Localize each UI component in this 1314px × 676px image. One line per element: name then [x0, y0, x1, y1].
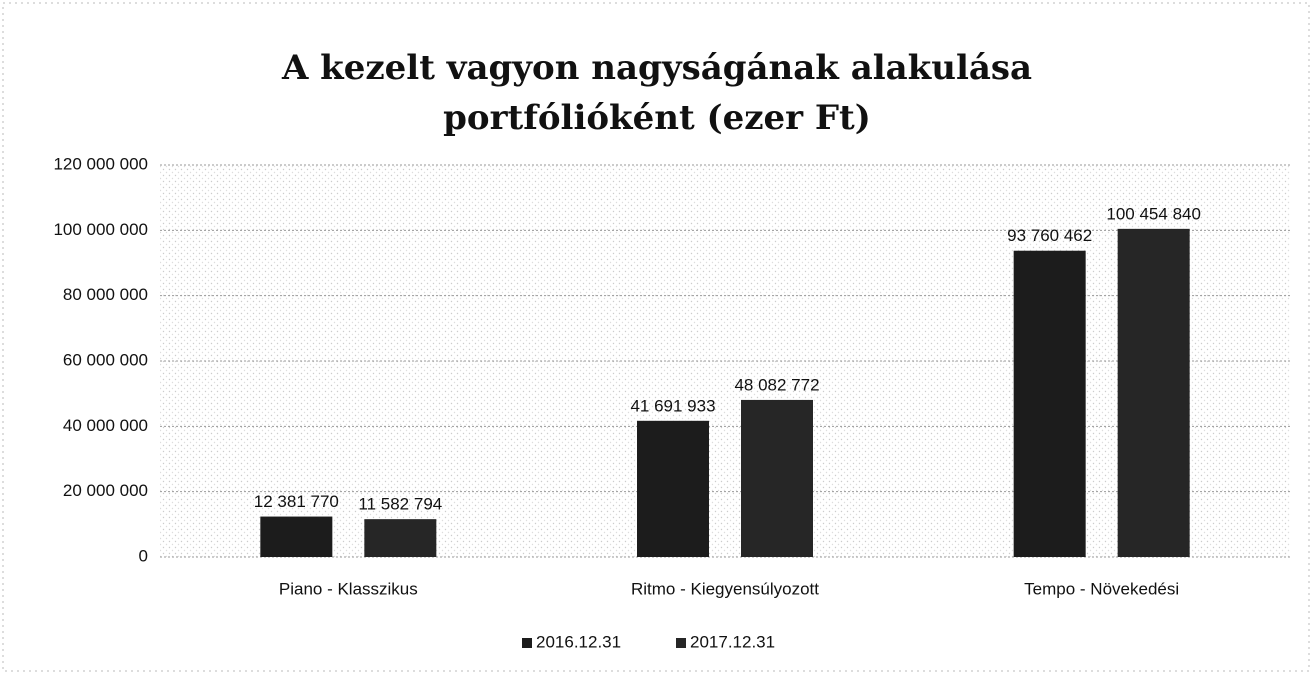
y-tick-label: 120 000 000 [53, 154, 148, 173]
value-label: 11 582 794 [358, 495, 442, 514]
bar [1117, 228, 1190, 557]
bar [741, 399, 813, 557]
value-label: 48 082 772 [734, 375, 819, 394]
legend-label: 2017.12.31 [690, 632, 775, 651]
value-label: 12 381 770 [254, 492, 339, 511]
value-label: 41 691 933 [630, 396, 715, 415]
bar [364, 519, 437, 557]
bar [260, 516, 333, 557]
x-tick-label: Tempo - Növekedési [1024, 579, 1179, 598]
x-tick-label: Ritmo - Kiegyensúlyozott [631, 579, 819, 598]
x-tick-label: Piano - Klasszikus [279, 579, 418, 598]
y-tick-label: 20 000 000 [63, 481, 148, 500]
value-label: 100 454 840 [1106, 204, 1201, 223]
y-tick-label: 60 000 000 [63, 350, 148, 369]
y-tick-label: 100 000 000 [53, 220, 148, 239]
chart-title: portfólióként (ezer Ft) [443, 98, 871, 138]
bar [637, 420, 709, 557]
legend-swatch [676, 638, 686, 648]
legend-swatch [522, 638, 532, 648]
legend-label: 2016.12.31 [536, 632, 621, 651]
y-tick-label: 0 [139, 546, 148, 565]
y-tick-label: 80 000 000 [63, 285, 148, 304]
chart-title: A kezelt vagyon nagyságának alakulása [281, 48, 1032, 88]
y-tick-label: 40 000 000 [63, 416, 148, 435]
bar [1013, 250, 1086, 557]
value-label: 93 760 462 [1007, 226, 1092, 245]
